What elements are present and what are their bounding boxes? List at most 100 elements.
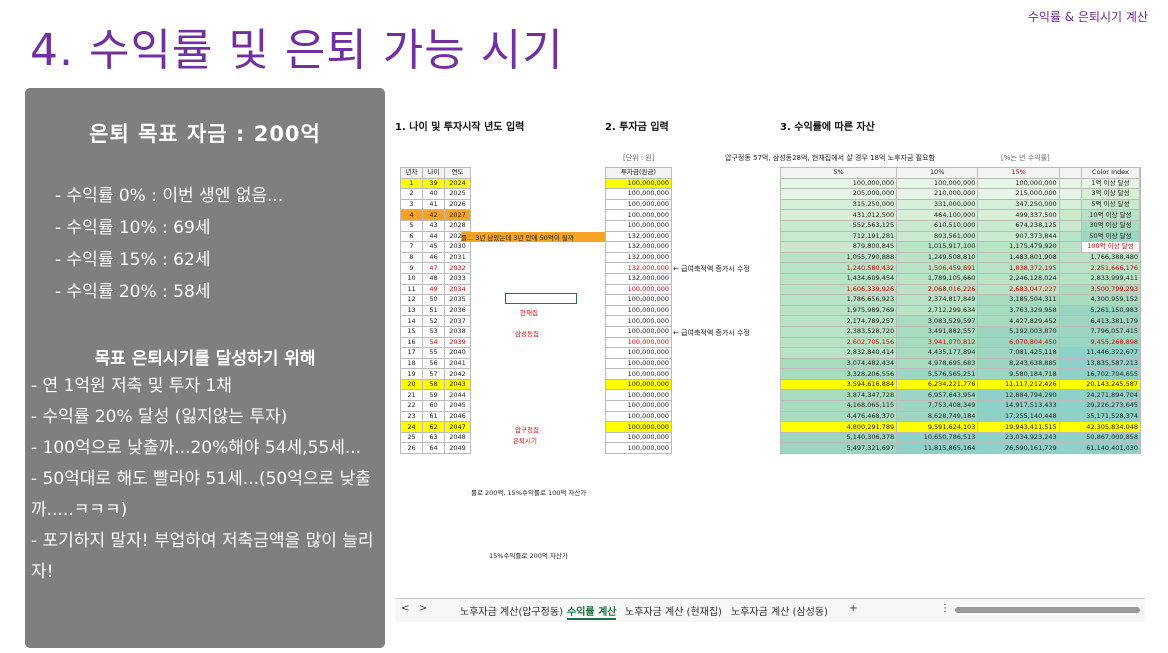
tab-retirement-apgujeong[interactable]: 노후자금 계산(압구정동)	[460, 607, 563, 618]
cell-asset[interactable]: 100,000,000	[896, 177, 979, 190]
cell-asset[interactable]: 1,506,459,691	[896, 262, 979, 274]
cell-age[interactable]: 50	[422, 294, 445, 306]
color-index-item[interactable]: 10억 이상 달성	[1081, 209, 1140, 221]
cell-investment[interactable]: 100,000,000	[605, 294, 672, 306]
cell-asset[interactable]: 4,427,829,452	[977, 315, 1060, 327]
cell-year-count[interactable]: 2	[400, 188, 423, 200]
cell-asset[interactable]: 3,874,347,728	[779, 389, 898, 402]
cell-asset[interactable]: 9,580,184,718	[977, 368, 1060, 380]
cell-asset[interactable]: 5,261,150,983	[1058, 304, 1142, 317]
cell-asset[interactable]: 1,249,508,810	[896, 251, 979, 264]
cell-age[interactable]: 54	[422, 336, 445, 349]
cell-asset[interactable]: 23,034,923,243	[977, 431, 1060, 444]
cell-year[interactable]: 2041	[444, 357, 471, 370]
cell-year-count[interactable]: 11	[400, 283, 423, 296]
cell-asset[interactable]: 315,250,000	[779, 198, 898, 211]
cell-investment[interactable]: 100,000,000	[605, 347, 672, 359]
cell-asset[interactable]: 3,500,799,293	[1058, 283, 1142, 296]
cell-year-count[interactable]: 18	[400, 357, 423, 370]
cell-year[interactable]: 2026	[444, 198, 471, 211]
cell-asset[interactable]: 499,337,500	[977, 209, 1060, 221]
cell-year[interactable]: 2043	[444, 378, 471, 391]
cell-asset[interactable]: 2,602,705,156	[779, 336, 898, 349]
cell-asset[interactable]: 4,476,468,370	[779, 410, 898, 423]
cell-asset[interactable]: 5,140,306,378	[779, 431, 898, 444]
cell-asset[interactable]: 10,650,786,513	[896, 431, 979, 444]
cell-year-count[interactable]: 26	[400, 442, 423, 455]
cell-asset[interactable]: 1,766,388,480	[1058, 251, 1142, 264]
cell-year-count[interactable]: 15	[400, 325, 423, 338]
cell-asset[interactable]: 2,246,128,024	[977, 272, 1060, 285]
cell-investment[interactable]: 100,000,000	[605, 357, 672, 370]
cell-investment[interactable]: 100,000,000	[605, 283, 672, 296]
cell-asset[interactable]: 9,591,624,103	[896, 421, 979, 433]
cell-asset[interactable]: 331,000,000	[896, 198, 979, 211]
cell-year-count[interactable]: 25	[400, 431, 423, 444]
cell-asset[interactable]: 210,000,000	[896, 188, 979, 200]
cell-age[interactable]: 40	[422, 188, 445, 200]
cell-year[interactable]: 2046	[444, 410, 471, 423]
cell-asset[interactable]: 5,497,321,697	[779, 442, 898, 455]
cell-asset[interactable]: 5,192,003,870	[977, 325, 1060, 338]
cell-asset[interactable]: 6,413,381,179	[1058, 315, 1142, 327]
cell-age[interactable]: 39	[422, 177, 445, 190]
cell-investment[interactable]: 132,000,000	[605, 272, 672, 285]
color-index-item[interactable]: 50억 이상 달성	[1081, 230, 1140, 243]
cell-asset[interactable]: 1,240,580,432	[779, 262, 898, 274]
cell-asset[interactable]: 6,957,643,954	[896, 389, 979, 402]
color-index-item[interactable]: 1억 이상 달성	[1081, 177, 1140, 190]
cell-investment[interactable]: 100,000,000	[605, 188, 672, 200]
cell-year-count[interactable]: 14	[400, 315, 423, 327]
cell-year[interactable]: 2032	[444, 262, 471, 274]
cell-asset[interactable]: 24,271,894,704	[1058, 389, 1142, 402]
cell-year[interactable]: 2025	[444, 188, 471, 200]
cell-year[interactable]: 2036	[444, 304, 471, 317]
cell-age[interactable]: 48	[422, 272, 445, 285]
cell-year-count[interactable]: 23	[400, 410, 423, 423]
cell-investment[interactable]: 100,000,000	[605, 389, 672, 402]
cell-investment[interactable]: 100,000,000	[605, 336, 672, 349]
cell-asset[interactable]: 1,175,479,920	[977, 241, 1060, 253]
cell-year[interactable]: 2039	[444, 336, 471, 349]
selected-cell[interactable]	[505, 293, 577, 304]
cell-year[interactable]: 2030	[444, 241, 471, 253]
cell-age[interactable]: 42	[422, 209, 445, 221]
cell-investment[interactable]: 100,000,000	[605, 198, 672, 211]
cell-asset[interactable]: 4,435,177,894	[896, 347, 979, 359]
cell-asset[interactable]: 42,305,834,048	[1058, 421, 1142, 433]
cell-age[interactable]: 59	[422, 389, 445, 402]
cell-asset[interactable]: 17,255,140,448	[977, 410, 1060, 423]
cell-year-count[interactable]: 3	[400, 198, 423, 211]
cell-asset[interactable]: 1,606,339,926	[779, 283, 898, 296]
cell-asset[interactable]: 11,446,322,677	[1058, 347, 1142, 359]
cell-asset[interactable]: 3,328,206,556	[779, 368, 898, 380]
cell-year-count[interactable]: 17	[400, 347, 423, 359]
cell-asset[interactable]: 3,941,070,812	[896, 336, 979, 349]
tab-nav-prev[interactable]: <	[401, 603, 410, 614]
cell-investment[interactable]: 100,000,000	[605, 177, 672, 190]
cell-asset[interactable]: 2,068,016,226	[896, 283, 979, 296]
cell-year-count[interactable]: 16	[400, 336, 423, 349]
cell-asset[interactable]: 3,594,616,884	[779, 378, 898, 391]
cell-asset[interactable]: 8,628,749,184	[896, 410, 979, 423]
color-index-item[interactable]: 5억 이상 달성	[1081, 198, 1140, 211]
cell-year-count[interactable]: 24	[400, 421, 423, 433]
cell-asset[interactable]: 6,070,804,450	[977, 336, 1060, 349]
cell-year-count[interactable]: 22	[400, 400, 423, 412]
cell-year[interactable]: 2040	[444, 347, 471, 359]
cell-asset[interactable]: 19,943,411,515	[977, 421, 1060, 433]
cell-asset[interactable]: 4,978,695,683	[896, 357, 979, 370]
cell-investment[interactable]: 132,000,000	[605, 251, 672, 264]
cell-asset[interactable]: 100,000,000	[977, 177, 1060, 190]
cell-year[interactable]: 2047	[444, 421, 471, 433]
horizontal-scrollbar[interactable]	[955, 607, 1140, 613]
cell-age[interactable]: 41	[422, 198, 445, 211]
cell-asset[interactable]: 610,510,000	[896, 219, 979, 232]
cell-age[interactable]: 47	[422, 262, 445, 274]
cell-year[interactable]: 2048	[444, 431, 471, 444]
cell-asset[interactable]: 20,143,245,587	[1058, 378, 1142, 391]
cell-asset[interactable]: 674,238,125	[977, 219, 1060, 232]
cell-investment[interactable]: 100,000,000	[605, 431, 672, 444]
cell-year[interactable]: 2034	[444, 283, 471, 296]
cell-investment[interactable]: 132,000,000	[605, 262, 672, 274]
